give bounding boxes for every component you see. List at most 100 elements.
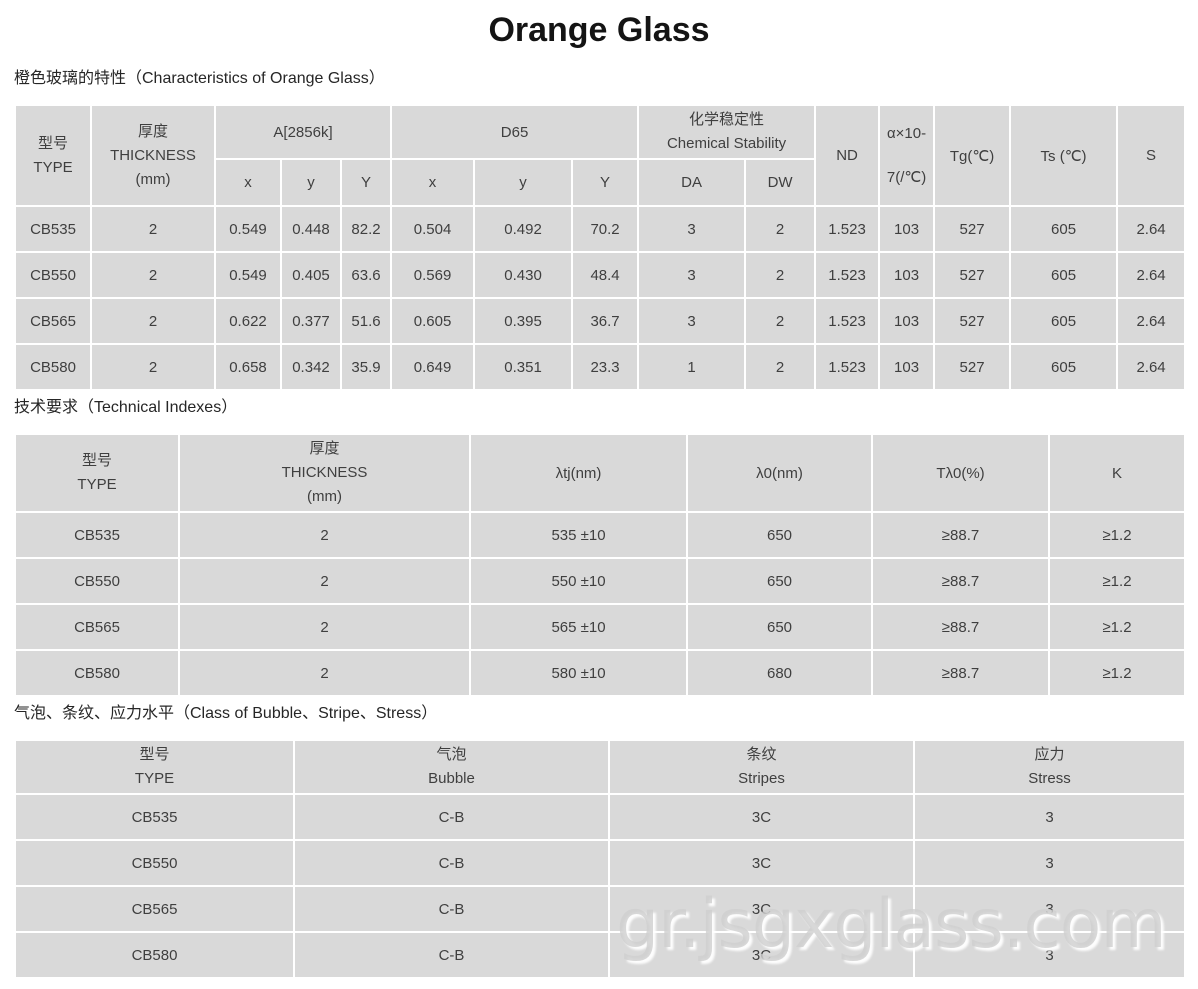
subheader-d65-y: y [473, 158, 574, 207]
cell: 1.523 [814, 297, 881, 345]
header-tg: Tg(℃) [933, 104, 1012, 207]
cell: 1.523 [814, 251, 881, 299]
cell: 605 [1009, 297, 1119, 345]
cell: 1 [637, 343, 747, 391]
header-thickness: 厚度 THICKNESS (mm) [90, 104, 216, 207]
table-row: CB565 C-B 3C 3 [14, 885, 1186, 933]
table-row: CB535 C-B 3C 3 [14, 793, 1186, 841]
cell: 3 [913, 931, 1186, 979]
subheader-da: DA [637, 158, 747, 207]
cell: ≥1.2 [1048, 649, 1186, 697]
cell-type: CB535 [14, 205, 92, 253]
cell: ≥88.7 [871, 649, 1050, 697]
cell: 0.569 [390, 251, 476, 299]
cell: 23.3 [571, 343, 640, 391]
cell: 0.342 [280, 343, 342, 391]
characteristics-table: 型号 TYPE 厚度 THICKNESS (mm) A[2856k] D65 化学稳定… [14, 104, 1187, 391]
cell: 3C [608, 793, 915, 841]
cell: 1.523 [814, 205, 881, 253]
cell: C-B [293, 931, 610, 979]
cell: 605 [1009, 205, 1119, 253]
header-chemical-stability: 化学稳定性 Chemical Stability [637, 104, 817, 160]
cell-type: CB550 [14, 251, 92, 299]
cell: 2 [178, 649, 471, 697]
cell-type: CB565 [14, 885, 295, 933]
cell-type: CB580 [14, 343, 92, 391]
cell: ≥1.2 [1048, 603, 1186, 651]
cell-type: CB580 [14, 931, 295, 979]
cell-type: CB535 [14, 511, 180, 559]
table-row: CB580 2 580 ±10 680 ≥88.7 ≥1.2 [14, 649, 1186, 697]
cell: 3C [608, 885, 915, 933]
cell: 2 [90, 343, 216, 391]
cell: 103 [878, 297, 936, 345]
cell-type: CB565 [14, 297, 92, 345]
header-t-lambda-0: Tλ0(%) [871, 433, 1050, 513]
cell: 103 [878, 343, 936, 391]
cell: 3 [913, 839, 1186, 887]
bubble-stripe-stress-table: 型号 TYPE 气泡 Bubble 条纹 Stripes 应力 Stress CB535… [14, 739, 1186, 979]
cell: 3 [637, 297, 747, 345]
cell: 103 [878, 205, 936, 253]
cell: 3 [913, 793, 1186, 841]
cell: 36.7 [571, 297, 640, 345]
cell: C-B [293, 793, 610, 841]
header-stripes: 条纹 Stripes [608, 739, 915, 795]
cell: 580 ±10 [469, 649, 688, 697]
cell: 2 [744, 343, 817, 391]
cell: 680 [686, 649, 873, 697]
cell: 82.2 [339, 205, 393, 253]
cell: 527 [933, 251, 1012, 299]
cell: 2 [744, 205, 817, 253]
cell: 70.2 [571, 205, 640, 253]
cell-type: CB535 [14, 793, 295, 841]
cell: 2 [744, 297, 817, 345]
cell: ≥1.2 [1048, 557, 1186, 605]
section-title-characteristics: 橙色玻璃的特性（Characteristics of Orange Glass） [14, 70, 385, 87]
cell: 605 [1009, 343, 1119, 391]
cell: 0.377 [280, 297, 342, 345]
cell: 2 [744, 251, 817, 299]
table-row: CB535 2 535 ±10 650 ≥88.7 ≥1.2 [14, 511, 1186, 559]
cell: 650 [686, 603, 873, 651]
table-row: CB580 2 0.658 0.342 35.9 0.649 0.351 23.… [14, 343, 1187, 391]
cell: C-B [293, 885, 610, 933]
cell: 0.405 [280, 251, 342, 299]
cell: 3C [608, 931, 915, 979]
table-row: CB550 2 550 ±10 650 ≥88.7 ≥1.2 [14, 557, 1186, 605]
cell: 0.492 [473, 205, 574, 253]
subheader-dw: DW [744, 158, 817, 207]
cell: 35.9 [339, 343, 393, 391]
cell: 650 [686, 511, 873, 559]
cell: 63.6 [339, 251, 393, 299]
subheader-d65-x: x [390, 158, 476, 207]
cell: 650 [686, 557, 873, 605]
cell: 1.523 [814, 343, 881, 391]
cell: 2 [178, 557, 471, 605]
cell: 550 ±10 [469, 557, 688, 605]
cell: 103 [878, 251, 936, 299]
subheader-a-Y: Y [339, 158, 393, 207]
cell: 535 ±10 [469, 511, 688, 559]
cell-type: CB565 [14, 603, 180, 651]
cell: ≥88.7 [871, 511, 1050, 559]
cell: 565 ±10 [469, 603, 688, 651]
cell: 0.351 [473, 343, 574, 391]
header-bubble: 气泡 Bubble [293, 739, 610, 795]
cell: ≥1.2 [1048, 511, 1186, 559]
cell: 0.549 [214, 205, 282, 253]
cell: 2.64 [1116, 251, 1187, 299]
cell: 2 [178, 511, 471, 559]
header-a2856k: A[2856k] [213, 104, 393, 160]
cell-type: CB580 [14, 649, 180, 697]
header-lambda-0: λ0(nm) [686, 433, 873, 513]
cell: 2 [90, 205, 216, 253]
cell: 3 [913, 885, 1186, 933]
cell: C-B [293, 839, 610, 887]
cell: 0.622 [214, 297, 282, 345]
cell: 48.4 [571, 251, 640, 299]
cell: 0.430 [473, 251, 574, 299]
table-row: CB565 2 565 ±10 650 ≥88.7 ≥1.2 [14, 603, 1186, 651]
cell: 3C [608, 839, 915, 887]
cell: 3 [637, 205, 747, 253]
